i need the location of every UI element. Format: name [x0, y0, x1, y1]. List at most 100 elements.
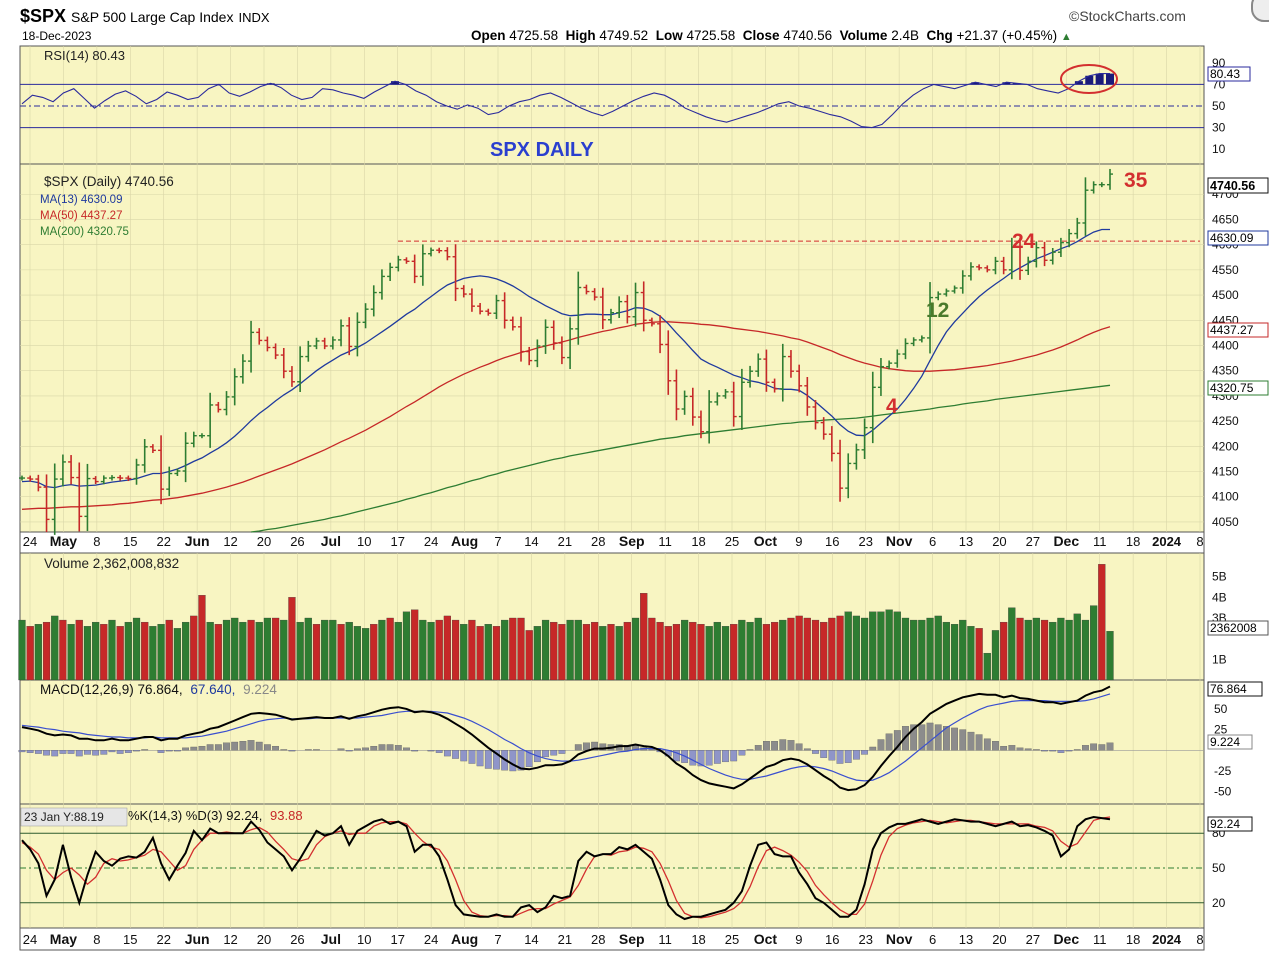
volume-bar: [926, 617, 934, 681]
volume-bar: [132, 617, 141, 681]
macd-histogram-bar: [468, 750, 476, 764]
macd-histogram-bar: [67, 750, 75, 754]
tag-stoch: 92.24: [1207, 816, 1253, 832]
annotation-24: 24: [1012, 230, 1036, 253]
stoch-tick-label: 20: [1212, 896, 1226, 910]
date-axis-label-bottom: Sep: [619, 931, 645, 947]
volume-bar: [779, 619, 787, 681]
macd-histogram-bar: [517, 750, 525, 771]
brand-logo: ©StockCharts.com: [1069, 8, 1186, 24]
volume-bar: [165, 619, 173, 681]
date-axis-label-bottom: 7: [494, 932, 501, 947]
macd-tick-label: 50: [1214, 702, 1228, 716]
macd-histogram-bar: [910, 724, 918, 751]
volume-bar: [370, 624, 378, 681]
macd-histogram-bar: [771, 741, 778, 751]
volume-bar: [566, 619, 574, 681]
macd-histogram-bar: [812, 750, 819, 754]
macd-histogram-bar: [26, 750, 34, 753]
scroll-button[interactable]: [1251, 0, 1269, 22]
volume-bar: [738, 619, 746, 681]
date-axis-label-bottom: 16: [825, 932, 839, 947]
legend-ma50: MA(50) 4437.27: [40, 210, 122, 222]
macd-histogram-bar: [697, 750, 705, 767]
macd-histogram-bar: [959, 729, 967, 751]
svg-text:4437.27: 4437.27: [1210, 323, 1254, 337]
macd-histogram-bar: [861, 750, 868, 755]
volume-bar: [34, 624, 42, 681]
volume-bar: [1098, 564, 1106, 681]
close-label: Close: [742, 28, 780, 43]
date-axis-label: 17: [390, 534, 404, 549]
volume-tick-label: 5B: [1212, 570, 1227, 584]
macd-histogram-bar: [705, 750, 713, 766]
date-axis-label-bottom: 9: [795, 932, 802, 947]
macd-legend-c: 9.224: [243, 682, 277, 697]
volume-bar: [149, 626, 157, 681]
volume-bar: [92, 621, 100, 681]
date-axis-label-bottom: 13: [959, 932, 973, 947]
volume-bar: [329, 619, 337, 681]
rsi-tick-label: 10: [1212, 142, 1226, 156]
macd-histogram-bar: [493, 750, 500, 770]
ma50-line: [21, 321, 1111, 510]
date-axis-label: Jul: [321, 533, 341, 549]
date-axis-label: 20: [992, 534, 1006, 549]
volume-bar: [173, 628, 182, 681]
volume-bar: [672, 624, 681, 681]
price-legend-title: $SPX (Daily) 4740.56: [44, 174, 174, 189]
volume-bar: [288, 597, 296, 681]
price-tick-label: 4200: [1212, 439, 1239, 453]
high-value: 4749.52: [599, 28, 649, 43]
macd-histogram-bar: [476, 750, 484, 767]
macd-histogram-bar: [443, 750, 451, 757]
volume-bar: [255, 621, 263, 681]
volume-bar: [1032, 617, 1040, 681]
date-axis-strip-bottom: [19, 927, 1205, 951]
volume-bar: [631, 617, 640, 681]
date-axis-label: 18: [1126, 534, 1140, 549]
macd-histogram-bar: [247, 740, 255, 751]
svg-text:2362008: 2362008: [1210, 621, 1257, 635]
volume-bar: [1057, 617, 1065, 681]
macd-histogram-bar: [75, 750, 83, 757]
macd-histogram-bar: [1008, 745, 1016, 751]
price-tick-label: 4050: [1212, 515, 1239, 529]
volume-bar: [533, 626, 541, 681]
volume-bar: [885, 609, 893, 681]
volume-bar: [541, 619, 550, 681]
volume-bar: [721, 626, 730, 681]
macd-histogram-bar: [558, 750, 566, 754]
volume-legend: Volume 2,362,008,832: [44, 556, 179, 571]
volume-bar: [190, 615, 198, 681]
price-layer: 4700465046004550450044504400435043004250…: [19, 168, 1239, 535]
volume-bar: [198, 595, 206, 681]
volume-bar: [345, 621, 353, 681]
price-panel: [19, 163, 1205, 533]
volume-bar: [312, 624, 321, 681]
volume-bar: [231, 617, 239, 681]
macd-histogram-bar: [885, 733, 893, 751]
volume-bar: [509, 617, 517, 681]
volume-bar: [664, 626, 672, 681]
volume-bar: [141, 621, 149, 681]
volume-bar: [517, 617, 525, 681]
volume-bar: [67, 624, 75, 681]
date-axis-label: 12: [223, 534, 237, 549]
macd-histogram-bar: [787, 740, 795, 751]
volume-bar: [689, 621, 697, 681]
macd-histogram-bar: [1024, 748, 1032, 751]
rsi-overbought-fill: [1095, 73, 1104, 85]
volume-bar: [1016, 617, 1024, 681]
date-axis-label-bottom: 20: [257, 932, 271, 947]
date-axis-label: 16: [825, 534, 839, 549]
volume-bar: [950, 624, 959, 681]
volume-bar: [1008, 607, 1016, 681]
volume-bar: [991, 630, 1000, 681]
volume-bar: [501, 619, 509, 681]
macd-histogram-bar: [174, 750, 181, 752]
date-axis-label: 13: [959, 534, 973, 549]
date-axis-label-bottom: 17: [390, 932, 404, 947]
macd-histogram-bar: [378, 744, 386, 751]
